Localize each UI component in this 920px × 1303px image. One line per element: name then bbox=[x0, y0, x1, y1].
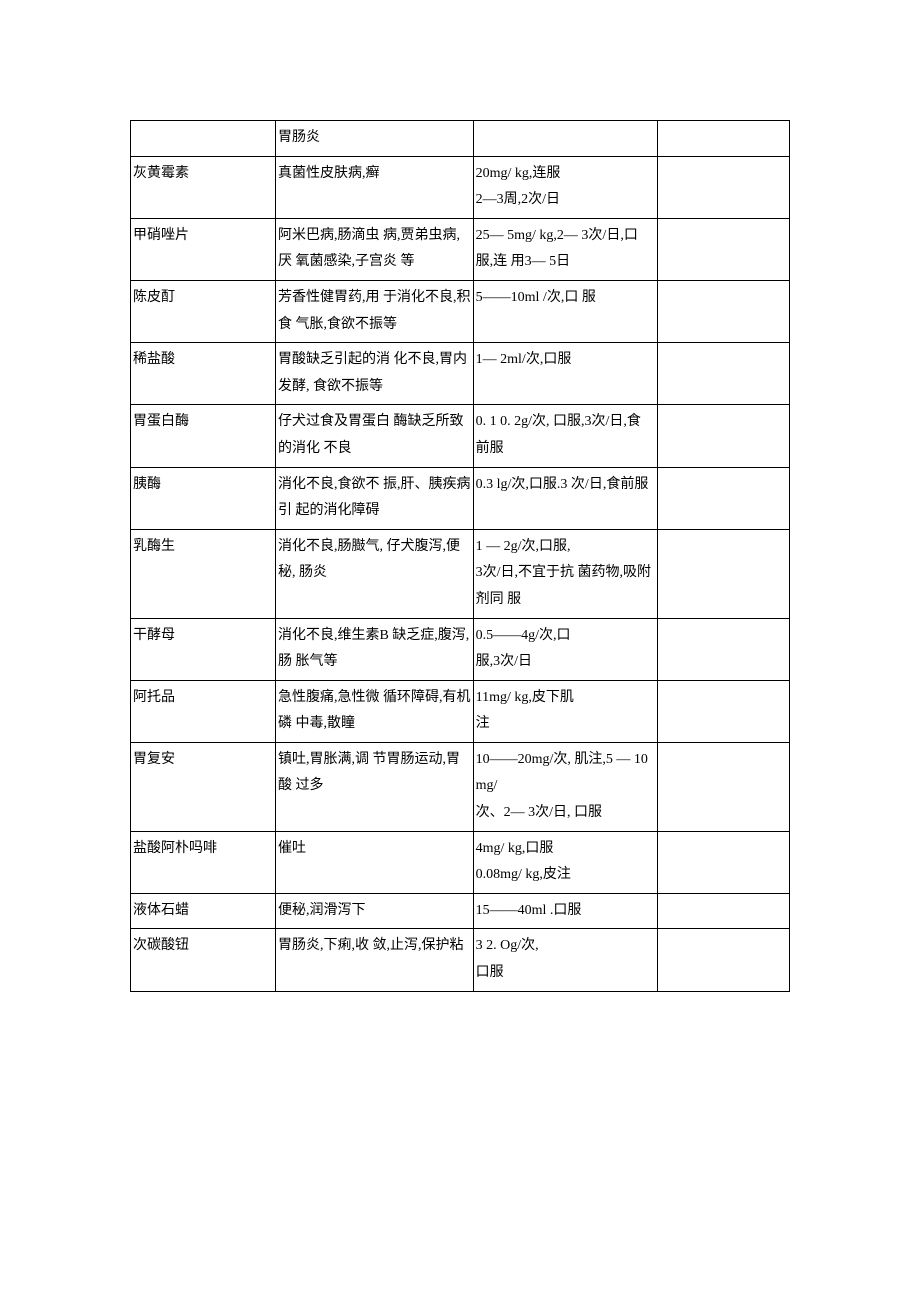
table-cell: 次碳酸钮 bbox=[131, 929, 276, 991]
drug-table-body: 胃肠炎灰黄霉素真菌性皮肤病,癣20mg/ kg,连服2—3周,2次/日甲硝唑片阿… bbox=[131, 121, 790, 992]
table-cell: 消化不良,维生素B 缺乏症,腹泻,肠 胀气等 bbox=[275, 618, 473, 680]
table-cell: 稀盐酸 bbox=[131, 343, 276, 405]
table-cell: 便秘,润滑泻下 bbox=[275, 893, 473, 929]
table-row: 胃蛋白酶仔犬过食及胃蛋白 酶缺乏所致的消化 不良0. 1 0. 2g/次, 口服… bbox=[131, 405, 790, 467]
table-cell: 芳香性健胃药,用 于消化不良,积食 气胀,食欲不振等 bbox=[275, 280, 473, 342]
table-row: 胰酶消化不良,食欲不 振,肝、胰疾病引 起的消化障碍0.3 lg/次,口服.3 … bbox=[131, 467, 790, 529]
table-cell bbox=[658, 831, 790, 893]
table-cell bbox=[658, 680, 790, 742]
table-cell bbox=[658, 618, 790, 680]
table-cell: 0.5——4g/次,口服,3次/日 bbox=[473, 618, 658, 680]
table-cell: 甲硝唑片 bbox=[131, 218, 276, 280]
table-cell: 4mg/ kg,口服0.08mg/ kg,皮注 bbox=[473, 831, 658, 893]
table-cell: 液体石蜡 bbox=[131, 893, 276, 929]
table-cell: 胰酶 bbox=[131, 467, 276, 529]
table-cell bbox=[658, 893, 790, 929]
table-row: 胃复安镇吐,胃胀满,调 节胃肠运动,胃酸 过多10——20mg/次, 肌注,5 … bbox=[131, 742, 790, 831]
table-row: 阿托品急性腹痛,急性微 循环障碍,有机磷 中毒,散瞳11mg/ kg,皮下肌注 bbox=[131, 680, 790, 742]
table-row: 甲硝唑片阿米巴病,肠滴虫 病,贾弟虫病,厌 氧菌感染,子宫炎 等25— 5mg/… bbox=[131, 218, 790, 280]
table-row: 乳酶生消化不良,肠臌气, 仔犬腹泻,便秘, 肠炎1 — 2g/次,口服,3次/日… bbox=[131, 529, 790, 618]
table-cell bbox=[658, 467, 790, 529]
table-cell bbox=[658, 156, 790, 218]
table-row: 盐酸阿朴吗啡催吐4mg/ kg,口服0.08mg/ kg,皮注 bbox=[131, 831, 790, 893]
table-cell: 10——20mg/次, 肌注,5 — 10mg/次、2— 3次/日, 口服 bbox=[473, 742, 658, 831]
table-cell: 3 2. Og/次,口服 bbox=[473, 929, 658, 991]
table-cell: 11mg/ kg,皮下肌注 bbox=[473, 680, 658, 742]
table-cell: 真菌性皮肤病,癣 bbox=[275, 156, 473, 218]
table-cell bbox=[658, 280, 790, 342]
table-cell: 陈皮酊 bbox=[131, 280, 276, 342]
table-cell bbox=[658, 405, 790, 467]
table-row: 液体石蜡便秘,润滑泻下15——40ml .口服 bbox=[131, 893, 790, 929]
table-row: 干酵母消化不良,维生素B 缺乏症,腹泻,肠 胀气等0.5——4g/次,口服,3次… bbox=[131, 618, 790, 680]
table-cell: 15——40ml .口服 bbox=[473, 893, 658, 929]
table-cell: 阿托品 bbox=[131, 680, 276, 742]
table-cell bbox=[658, 742, 790, 831]
table-cell: 胃酸缺乏引起的消 化不良,胃内发酵, 食欲不振等 bbox=[275, 343, 473, 405]
table-cell: 胃肠炎,下痢,收 敛,止泻,保护粘 bbox=[275, 929, 473, 991]
table-row: 陈皮酊芳香性健胃药,用 于消化不良,积食 气胀,食欲不振等5——10ml /次,… bbox=[131, 280, 790, 342]
table-cell: 胃蛋白酶 bbox=[131, 405, 276, 467]
table-cell: 胃肠炎 bbox=[275, 121, 473, 157]
table-cell: 1 — 2g/次,口服,3次/日,不宜于抗 菌药物,吸附剂同 服 bbox=[473, 529, 658, 618]
table-cell: 20mg/ kg,连服2—3周,2次/日 bbox=[473, 156, 658, 218]
table-cell: 25— 5mg/ kg,2— 3次/日,口服,连 用3— 5日 bbox=[473, 218, 658, 280]
table-cell: 乳酶生 bbox=[131, 529, 276, 618]
table-cell bbox=[131, 121, 276, 157]
table-cell: 0. 1 0. 2g/次, 口服,3次/日,食 前服 bbox=[473, 405, 658, 467]
table-row: 次碳酸钮胃肠炎,下痢,收 敛,止泻,保护粘3 2. Og/次,口服 bbox=[131, 929, 790, 991]
table-row: 灰黄霉素真菌性皮肤病,癣20mg/ kg,连服2—3周,2次/日 bbox=[131, 156, 790, 218]
table-cell: 仔犬过食及胃蛋白 酶缺乏所致的消化 不良 bbox=[275, 405, 473, 467]
table-cell: 0.3 lg/次,口服.3 次/日,食前服 bbox=[473, 467, 658, 529]
table-cell: 消化不良,食欲不 振,肝、胰疾病引 起的消化障碍 bbox=[275, 467, 473, 529]
table-row: 胃肠炎 bbox=[131, 121, 790, 157]
drug-table: 胃肠炎灰黄霉素真菌性皮肤病,癣20mg/ kg,连服2—3周,2次/日甲硝唑片阿… bbox=[130, 120, 790, 992]
table-cell: 镇吐,胃胀满,调 节胃肠运动,胃酸 过多 bbox=[275, 742, 473, 831]
table-cell: 5——10ml /次,口 服 bbox=[473, 280, 658, 342]
table-cell: 消化不良,肠臌气, 仔犬腹泻,便秘, 肠炎 bbox=[275, 529, 473, 618]
table-cell: 干酵母 bbox=[131, 618, 276, 680]
table-cell: 急性腹痛,急性微 循环障碍,有机磷 中毒,散瞳 bbox=[275, 680, 473, 742]
table-cell: 灰黄霉素 bbox=[131, 156, 276, 218]
table-cell: 催吐 bbox=[275, 831, 473, 893]
table-cell bbox=[658, 529, 790, 618]
table-cell bbox=[658, 121, 790, 157]
table-cell: 盐酸阿朴吗啡 bbox=[131, 831, 276, 893]
table-cell: 胃复安 bbox=[131, 742, 276, 831]
table-cell bbox=[658, 218, 790, 280]
table-row: 稀盐酸胃酸缺乏引起的消 化不良,胃内发酵, 食欲不振等1— 2ml/次,口服 bbox=[131, 343, 790, 405]
table-cell bbox=[658, 929, 790, 991]
table-cell: 阿米巴病,肠滴虫 病,贾弟虫病,厌 氧菌感染,子宫炎 等 bbox=[275, 218, 473, 280]
table-cell bbox=[473, 121, 658, 157]
table-cell bbox=[658, 343, 790, 405]
table-cell: 1— 2ml/次,口服 bbox=[473, 343, 658, 405]
